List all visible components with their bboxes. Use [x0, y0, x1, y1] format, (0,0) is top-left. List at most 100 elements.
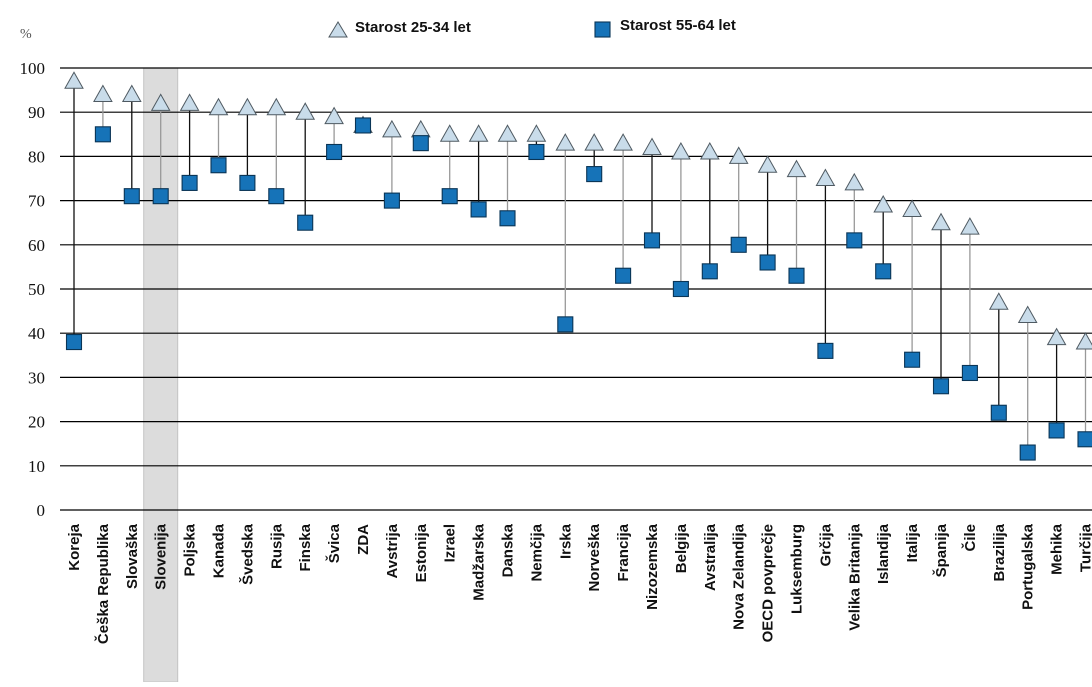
square-point: [645, 233, 660, 248]
triangle-point: [527, 125, 545, 141]
y-tick-label: 80: [28, 147, 45, 166]
triangle-point: [325, 108, 343, 124]
x-tick-label: Irska: [557, 523, 574, 559]
square-point: [269, 189, 284, 204]
square-point: [182, 175, 197, 190]
x-tick-label: Poljska: [182, 523, 199, 576]
square-point: [240, 175, 255, 190]
x-tick-label: Izrael: [442, 524, 459, 562]
x-tick-label: Avstrija: [384, 523, 401, 578]
x-tick-label: Slovaška: [124, 523, 141, 589]
triangle-point: [961, 218, 979, 234]
x-tick-label: Italija: [904, 523, 921, 562]
square-point: [327, 144, 342, 159]
triangle-point: [701, 143, 719, 159]
square-point: [702, 264, 717, 279]
x-tick-label: Nizozemska: [644, 523, 661, 610]
x-tick-label: ZDA: [355, 524, 372, 555]
x-tick-label: Španija: [932, 523, 950, 577]
square-point: [124, 189, 139, 204]
x-tick-label: Madžarska: [471, 523, 488, 600]
square-point: [1020, 445, 1035, 460]
square-point: [95, 127, 110, 142]
square-point: [731, 237, 746, 252]
x-tick-label: Švedska: [238, 523, 256, 585]
triangle-point: [1077, 333, 1092, 349]
x-tick-label: Velika Britanija: [846, 523, 863, 630]
x-tick-label: Danska: [500, 523, 517, 577]
x-tick-label: Češka Republika: [94, 523, 112, 644]
triangle-point: [759, 156, 777, 172]
square-point: [905, 352, 920, 367]
triangle-point: [1048, 329, 1066, 345]
triangle-point: [845, 174, 863, 190]
square-point: [356, 118, 371, 133]
y-tick-label: 60: [28, 236, 45, 255]
x-tick-label: Nemčija: [528, 523, 545, 581]
triangle-point: [383, 121, 401, 137]
x-tick-label: Francija: [615, 523, 632, 581]
y-axis-unit-label: %: [20, 27, 32, 42]
square-point: [558, 317, 573, 332]
y-tick-label: 20: [28, 413, 45, 432]
square-point: [789, 268, 804, 283]
square-point: [876, 264, 891, 279]
triangle-point: [181, 94, 199, 110]
x-tick-label: Luksemburg: [789, 524, 806, 614]
square-point: [211, 158, 226, 173]
x-tick-label: Rusija: [268, 523, 285, 569]
square-point: [991, 405, 1006, 420]
triangle-point: [672, 143, 690, 159]
x-tick-label: OECD povprečje: [760, 524, 777, 642]
x-tick-label: Čile: [961, 524, 979, 552]
square-point: [847, 233, 862, 248]
square-point: [1049, 423, 1064, 438]
triangle-point: [441, 125, 459, 141]
square-point: [962, 365, 977, 380]
legend-triangle-icon: [329, 22, 347, 37]
triangle-point: [643, 139, 661, 155]
x-tick-label: Avstralija: [702, 523, 719, 591]
triangle-point: [296, 103, 314, 119]
square-point: [298, 215, 313, 230]
square-point: [1078, 432, 1092, 447]
x-tick-label: Slovenija: [153, 523, 170, 590]
x-tick-label: Estonija: [413, 523, 430, 582]
triangle-point: [1019, 307, 1037, 323]
square-point: [673, 282, 688, 297]
x-tick-label: Finska: [297, 523, 314, 571]
y-tick-label: 50: [28, 280, 45, 299]
triangle-point: [614, 134, 632, 150]
square-point: [384, 193, 399, 208]
triangle-point: [585, 134, 603, 150]
triangle-point: [499, 125, 517, 141]
x-tick-label: Koreja: [66, 523, 83, 570]
triangle-point: [470, 125, 488, 141]
x-tick-label: Turčija: [1078, 523, 1092, 572]
x-tick-label: Kanada: [211, 523, 228, 578]
x-tick-label: Nova Zelandija: [731, 523, 748, 630]
square-point: [529, 144, 544, 159]
triangle-point: [990, 293, 1008, 309]
x-tick-label: Brazilija: [991, 523, 1008, 581]
triangle-point: [816, 170, 834, 186]
square-point: [818, 343, 833, 358]
triangle-point: [123, 86, 141, 102]
legend-label: Starost 25-34 let: [355, 19, 471, 36]
legend-square-icon: [595, 22, 610, 37]
x-tick-label: Grčija: [817, 523, 834, 566]
triangle-point: [730, 147, 748, 163]
y-tick-label: 100: [20, 59, 46, 78]
triangle-point: [267, 99, 285, 115]
y-tick-label: 40: [28, 324, 45, 343]
x-tick-label: Islandija: [875, 523, 892, 584]
triangle-point: [238, 99, 256, 115]
triangle-point: [874, 196, 892, 212]
square-point: [500, 211, 515, 226]
y-tick-label: 0: [37, 501, 46, 520]
x-tick-label: Norveška: [586, 523, 603, 591]
square-point: [616, 268, 631, 283]
square-point: [153, 189, 168, 204]
